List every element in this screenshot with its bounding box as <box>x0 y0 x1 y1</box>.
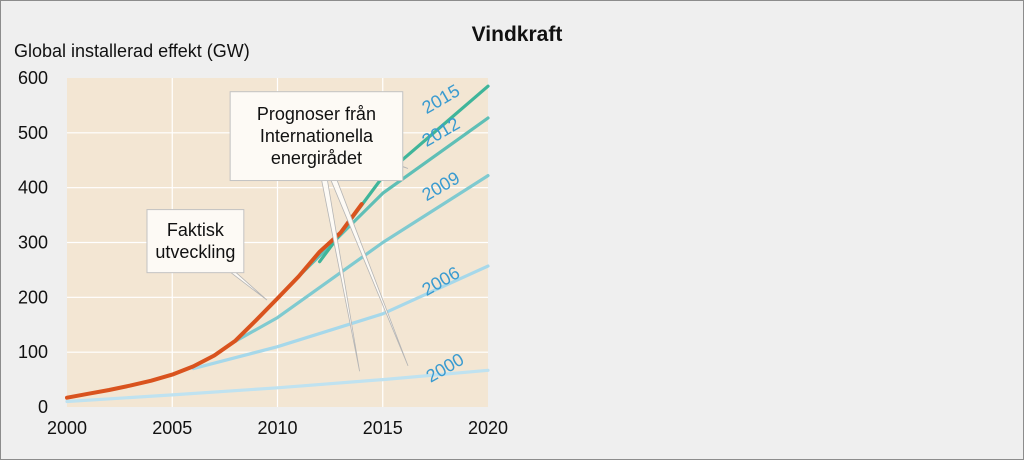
y-tick-label: 200 <box>18 287 48 307</box>
x-tick-label: 2010 <box>257 418 297 438</box>
callout-text-line: Prognoser från <box>257 104 376 124</box>
callout-box <box>146 209 245 274</box>
series-line-forecast-2006 <box>191 264 490 371</box>
axis-ticks: 2000 2005 2010 2015 2020 0 100 200 300 400 500 600 <box>18 68 508 438</box>
x-tick-label: 2020 <box>468 418 508 438</box>
x-tick-label: 2015 <box>363 418 403 438</box>
y-tick-label: 300 <box>18 233 48 253</box>
y-tick-label: 100 <box>18 342 48 362</box>
x-tick-label: 2005 <box>152 418 192 438</box>
series-line-forecast-2012 <box>297 116 490 279</box>
callout-text-line: Internationella <box>260 126 374 146</box>
y-axis-label: Global installerad effekt (GW) <box>14 41 250 61</box>
callout-box <box>229 91 404 182</box>
callout-text-line: energirådet <box>271 148 362 168</box>
callout-text-line: utveckling <box>155 242 235 262</box>
y-tick-label: 0 <box>38 397 48 417</box>
series-line-forecast-2000 <box>65 368 490 404</box>
series-group <box>65 84 490 404</box>
y-tick-label: 400 <box>18 178 48 198</box>
x-tick-label: 2000 <box>47 418 87 438</box>
y-tick-label: 600 <box>18 68 48 88</box>
y-tick-label: 500 <box>18 123 48 143</box>
series-line-actual <box>65 202 364 400</box>
chart-title: Vindkraft <box>472 23 563 46</box>
series-line-forecast-2009 <box>233 174 490 343</box>
callout-text-line: Faktisk <box>167 220 225 240</box>
